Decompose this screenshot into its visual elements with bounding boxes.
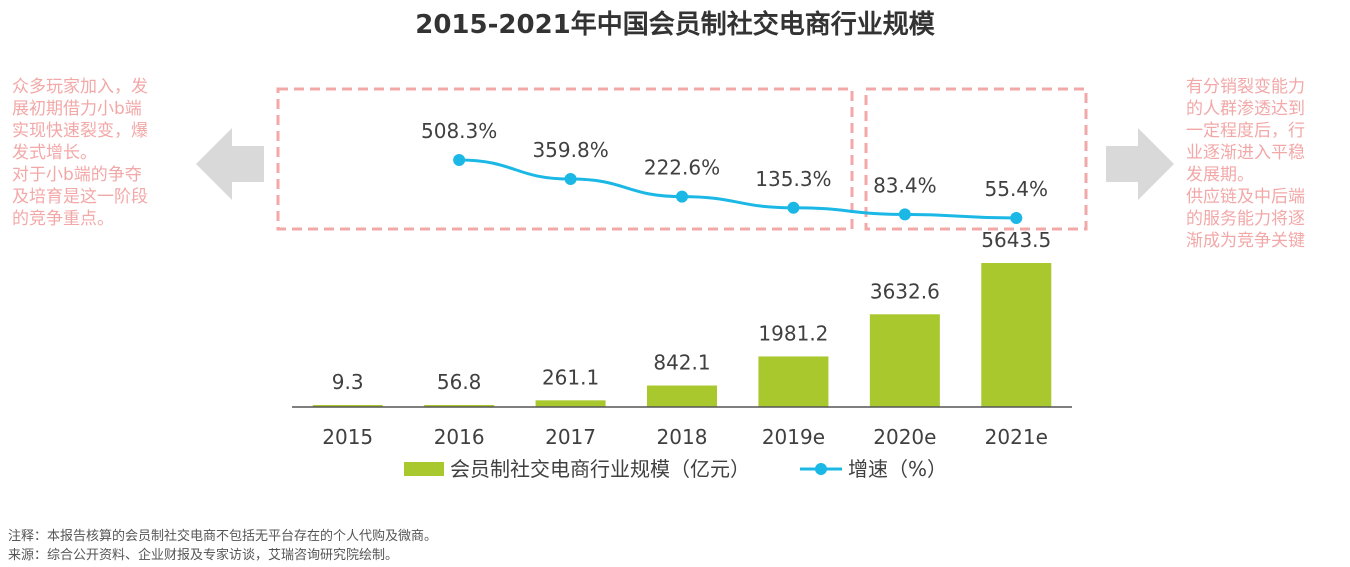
- bar-value-label: 261.1: [542, 365, 599, 389]
- legend-line-marker: [815, 463, 827, 475]
- left-annotation-line: 的竞争重点。: [12, 209, 114, 229]
- bar: [535, 400, 606, 407]
- legend-bar-swatch: [404, 462, 444, 476]
- growth-point: [676, 190, 688, 203]
- growth-value-label: 83.4%: [873, 173, 937, 197]
- legend: 会员制社交电商行业规模（亿元） 增速（%）: [404, 457, 947, 481]
- right-annotation-line: 有分销裂变能力: [1186, 77, 1305, 97]
- bar-series: 9.3 56.8 261.1 842.1 1981.2 3632.6 5643.5: [312, 228, 1052, 407]
- bar: [981, 263, 1052, 407]
- growth-value-label: 55.4%: [985, 177, 1049, 201]
- right-annotation-line: 的人群渗透达到: [1186, 99, 1305, 119]
- chart-title: 2015-2021年中国会员制社交电商行业规模: [415, 10, 935, 40]
- legend-bar-label: 会员制社交电商行业规模（亿元）: [450, 457, 750, 481]
- left-annotation-line: 众多玩家加入，发: [12, 77, 148, 97]
- bar-value-label: 3632.6: [870, 279, 940, 303]
- bar: [647, 385, 717, 407]
- bar: [758, 356, 829, 407]
- bar: [869, 314, 940, 407]
- left-annotation: 众多玩家加入，发 展初期借力小b端 实现快速裂变，爆 发式增长。 对于小b端的争…: [12, 76, 192, 230]
- growth-value-label: 359.8%: [532, 138, 608, 162]
- source-note: 来源：综合公开资料、企业财报及专家访谈，艾瑞咨询研究院绘制。: [8, 548, 399, 563]
- line-series: 508.3% 359.8% 222.6% 135.3% 83.4% 55.4%: [421, 119, 1048, 224]
- bar-value-label: 9.3: [332, 370, 364, 394]
- left-annotation-line: 对于小b端的争夺: [12, 165, 142, 185]
- right-annotation-line: 渐成为竞争关键: [1186, 231, 1305, 251]
- bar-value-label: 56.8: [437, 370, 482, 394]
- bar-value-label: 5643.5: [981, 228, 1051, 252]
- x-tick-labels: 2015 2016 2017 2018 2019e 2020e 2021e: [322, 425, 1048, 449]
- left-annotation-line: 实现快速裂变，爆: [12, 121, 148, 141]
- x-tick-label: 2018: [657, 425, 708, 449]
- x-tick-label: 2016: [434, 425, 485, 449]
- arrow-right-icon: [1106, 128, 1174, 200]
- legend-line-label: 增速（%）: [848, 457, 947, 481]
- growth-point: [564, 173, 577, 186]
- bar: [312, 405, 383, 407]
- x-tick-label: 2021e: [985, 425, 1048, 449]
- annotation-boxes: [276, 87, 1088, 231]
- left-annotation-line: 展初期借力小b端: [12, 99, 142, 119]
- growth-value-label: 222.6%: [644, 156, 720, 180]
- right-annotation: 有分销裂变能力 的人群渗透达到 一定程度后，行 业逐渐进入平稳 发展期。 供应链…: [1186, 76, 1336, 252]
- left-annotation-line: 及培育是这一阶段: [12, 187, 148, 207]
- growth-value-label: 508.3%: [421, 119, 497, 143]
- bar: [424, 405, 495, 407]
- arrow-left-icon: [196, 128, 264, 200]
- growth-line: [459, 158, 1017, 220]
- right-annotation-line: 业逐渐进入平稳: [1186, 143, 1305, 163]
- x-tick-label: 2019e: [762, 425, 825, 449]
- right-annotation-line: 一定程度后，行: [1186, 121, 1305, 141]
- growth-point: [453, 154, 466, 166]
- growth-point: [787, 201, 800, 214]
- bar-value-label: 842.1: [653, 351, 710, 375]
- bar-value-label: 1981.2: [758, 321, 828, 345]
- stable-stage-box: [864, 87, 1088, 231]
- x-tick-label: 2020e: [873, 425, 936, 449]
- x-tick-label: 2017: [545, 425, 596, 449]
- growth-point: [898, 208, 911, 221]
- right-annotation-line: 的服务能力将逐: [1186, 209, 1305, 229]
- early-stage-box: [276, 87, 854, 231]
- footnote: 注释：本报告核算的会员制社交电商不包括无平台存在的个人代购及微商。: [8, 529, 438, 544]
- left-annotation-line: 发式增长。: [12, 143, 97, 163]
- growth-point: [1010, 212, 1023, 224]
- growth-value-label: 135.3%: [755, 167, 831, 191]
- x-tick-label: 2015: [322, 425, 373, 449]
- right-annotation-line: 发展期。: [1186, 165, 1254, 185]
- right-annotation-line: 供应链及中后端: [1186, 187, 1305, 207]
